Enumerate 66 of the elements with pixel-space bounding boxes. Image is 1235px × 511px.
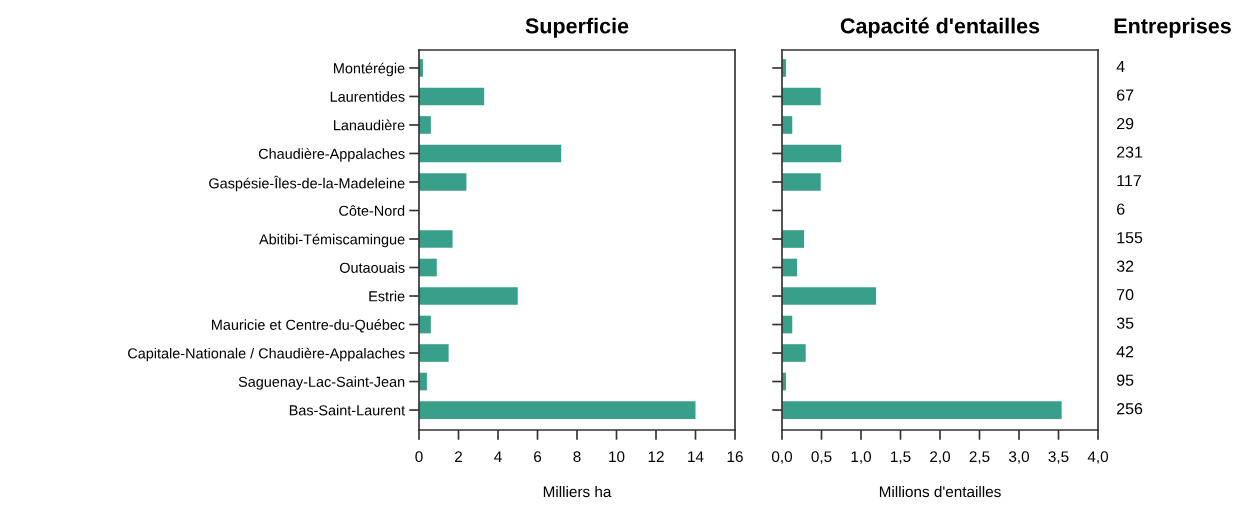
bar [782,344,806,362]
data-label: 95 [1117,374,1134,386]
data-label: 32 [1116,260,1134,272]
data-label: 117 [1117,175,1141,187]
data-label: 256 [1117,403,1143,415]
x-tick-label: 1,0 [851,451,872,464]
y-tick-label: Gaspésie-Îles-de-la-Madeleine [209,175,405,192]
x-tick-label: 0 [415,451,423,463]
bar [782,144,842,163]
x-tick-label: 4 [494,451,502,462]
bar [782,401,1062,419]
y-tick-label: Outaouais [339,262,405,273]
bar [782,230,805,248]
x-tick-label: 3,5 [1048,451,1069,464]
y-tick-label: Bas-Saint-Laurent [289,404,406,416]
x-axis-title: Milliers ha [543,485,612,498]
data-label: 35 [1116,317,1134,329]
text: Entreprises [1114,17,1231,38]
x-tick-label: 8 [573,451,581,463]
y-tick-label: Capitale-Nationale / Chaudière-Appalaches [128,347,405,362]
bar [419,344,449,362]
x-tick-label: 4,0 [1087,451,1109,464]
bar [419,144,562,163]
x-tick-label: 0,5 [811,451,832,464]
data-label: 70 [1117,288,1134,301]
x-tick-label: 3,0 [1008,451,1030,464]
x-tick-label: 2,5 [969,451,990,464]
x-tick-label: 10 [609,451,625,463]
data-label: 231 [1117,146,1143,158]
x-tick-label: 12 [648,451,664,462]
y-tick-label: Côte-Nord [339,205,405,216]
x-tick-label: 0,0 [771,451,793,464]
y-tick-label: Montérégie [334,62,405,77]
bar [419,173,467,191]
data-label: 6 [1117,203,1125,215]
data-label: 29 [1117,117,1134,130]
data-label: 4 [1116,61,1125,73]
y-tick-label: Chaudière-Appalaches [258,148,405,162]
chart-title: Superficie [525,17,629,38]
bar [419,401,696,419]
bar [419,230,453,248]
bar [419,258,437,277]
x-tick-label: 14 [688,451,704,462]
x-tick-label: 2 [455,451,462,462]
x-axis-title: Millions d'entailles [879,485,1001,498]
data-label: 67 [1117,89,1134,101]
y-tick-label: Estrie [369,290,405,302]
y-tick-label: Laurentides [330,91,405,102]
y-tick-label: Abitibi-Témiscamingue [259,233,405,248]
bar [419,287,518,305]
chart-title: Capacité d'entailles [840,17,1040,38]
y-tick-label: Saguenay-Lac-Saint-Jean [238,376,405,390]
x-tick-label: 1,5 [891,451,911,464]
y-tick-label: Lanaudière [334,119,405,131]
bar [782,173,821,191]
bar [782,287,877,305]
bar [419,87,485,106]
x-tick-label: 6 [534,451,542,463]
x-tick-label: 2,0 [930,451,951,464]
bar [782,87,821,106]
data-label: 42 [1116,346,1134,358]
y-tick-label: Mauricie et Centre-du-Québec [212,319,405,333]
bar [782,258,798,277]
x-tick-label: 16 [727,451,743,463]
bar [419,116,431,134]
data-label: 155 [1117,232,1143,244]
